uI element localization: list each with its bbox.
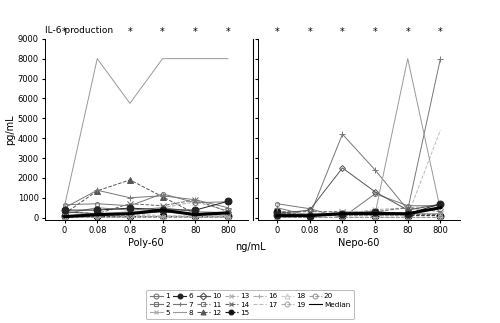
Text: IL-6 production: IL-6 production bbox=[45, 26, 113, 35]
Text: *: * bbox=[226, 27, 230, 37]
X-axis label: Nepo-60: Nepo-60 bbox=[338, 238, 380, 248]
Text: *: * bbox=[160, 27, 165, 37]
Text: *: * bbox=[274, 27, 280, 37]
Y-axis label: pg/mL: pg/mL bbox=[5, 114, 15, 144]
Text: *: * bbox=[128, 27, 132, 37]
X-axis label: Poly-60: Poly-60 bbox=[128, 238, 164, 248]
Text: *: * bbox=[62, 27, 67, 37]
Legend: 1, 2, 5, 6, 7, 8, 10, 11, 12, 13, 14, 15, 16, 17, 18, 19, 20, Median: 1, 2, 5, 6, 7, 8, 10, 11, 12, 13, 14, 15… bbox=[146, 290, 354, 319]
Text: *: * bbox=[193, 27, 198, 37]
Text: *: * bbox=[308, 27, 312, 37]
Text: *: * bbox=[438, 27, 443, 37]
Text: ng/mL: ng/mL bbox=[234, 242, 266, 252]
Text: *: * bbox=[406, 27, 410, 37]
Text: *: * bbox=[340, 27, 345, 37]
Text: *: * bbox=[372, 27, 378, 37]
